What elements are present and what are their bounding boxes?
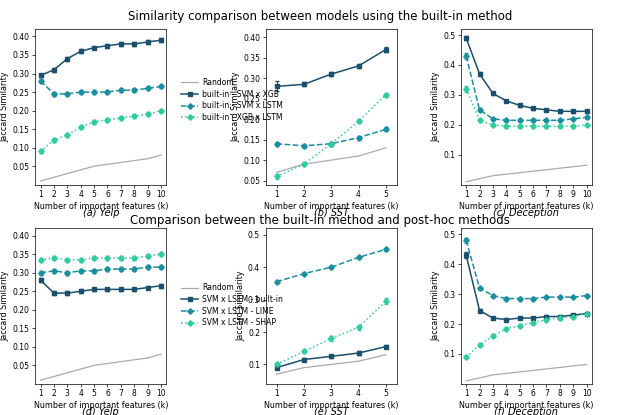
Y-axis label: Jaccard Similarity: Jaccard Similarity [236,271,245,341]
Y-axis label: Jaccard Similarity: Jaccard Similarity [231,72,240,142]
X-axis label: Number of important features (k): Number of important features (k) [264,202,399,211]
X-axis label: Number of important features (k): Number of important features (k) [459,202,594,211]
Text: (b) SST: (b) SST [314,208,349,217]
Y-axis label: Jaccard Similarity: Jaccard Similarity [1,72,10,142]
Y-axis label: Jaccard Similarity: Jaccard Similarity [1,271,10,341]
Legend: Random, SVM x LSTM - built-in, SVM x LSTM - LIME, SVM x LSTM - SHAP: Random, SVM x LSTM - built-in, SVM x LST… [180,282,284,329]
Y-axis label: Jaccard Similarity: Jaccard Similarity [431,271,440,341]
Text: (c) Deception: (c) Deception [493,208,559,217]
Text: (d) Yelp: (d) Yelp [83,407,119,415]
X-axis label: Number of important features (k): Number of important features (k) [33,202,168,211]
X-axis label: Number of important features (k): Number of important features (k) [264,401,399,410]
Text: (e) SST: (e) SST [314,407,349,415]
X-axis label: Number of important features (k): Number of important features (k) [33,401,168,410]
Legend: Random, built-in - SVM x XGB, built-in - SVM x LSTM, built-in - XGB x LSTM: Random, built-in - SVM x XGB, built-in -… [180,76,284,124]
Text: Comparison between the built-in method and post-hoc methods: Comparison between the built-in method a… [130,214,510,227]
Text: (a) Yelp: (a) Yelp [83,208,119,217]
Text: (f) Deception: (f) Deception [495,407,558,415]
Y-axis label: Jaccard Similarity: Jaccard Similarity [431,72,440,142]
Text: Similarity comparison between models using the built-in method: Similarity comparison between models usi… [128,10,512,23]
X-axis label: Number of important features (k): Number of important features (k) [459,401,594,410]
